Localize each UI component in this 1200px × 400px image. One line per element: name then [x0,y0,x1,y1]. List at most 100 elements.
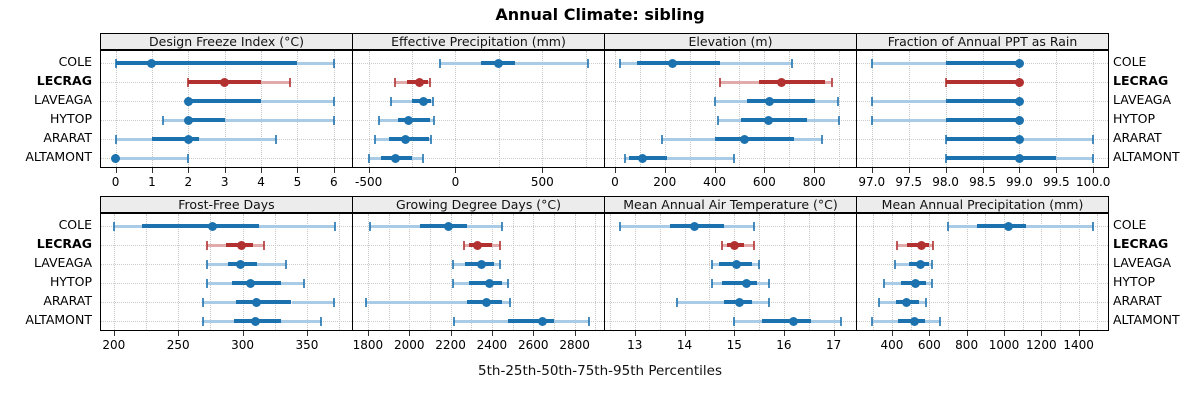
median-dot [183,134,193,144]
iqr-segment [976,224,1027,228]
median-dot [494,58,504,68]
whisker-cap-low [870,58,873,68]
gridline-vertical [274,214,276,330]
axis-tick [1093,168,1095,173]
median-dot [485,278,495,288]
median-dot [1004,221,1014,231]
median-dot [252,297,262,307]
median-dot [689,221,699,231]
whisker-cap-high [187,153,190,163]
axis-tick-label: 600 [752,175,776,189]
axis-tick-label: 500 [530,175,554,189]
whisker-cap-low [618,221,621,231]
whisker-cap-low [944,134,947,144]
site-label-left-hytop: HYTOP [49,111,92,126]
whisker-cap-high [507,278,510,288]
iqr-segment [188,99,262,103]
iqr-segment [188,118,225,122]
panel-strip-design-freeze-index-c: Design Freeze Index (°C) [100,33,353,50]
whisker-low-segment [115,137,152,141]
whisker-high-segment [515,61,589,65]
whisker-low-segment [365,300,468,304]
whisker-cap-low [676,297,679,307]
median-dot [477,259,487,269]
site-label-left-laveaga: LAVEAGA [33,255,92,270]
whisker-high-segment [502,281,509,285]
whisker-cap-low [451,259,454,269]
whisker-cap-low [463,240,466,250]
panel-title: Mean Annual Precipitation (mm) [881,197,1084,212]
panel-title: Effective Precipitation (mm) [391,34,566,49]
axis-tick-label: 1200 [1026,338,1057,352]
gridline-vertical [151,51,153,167]
median-dot [250,316,260,326]
whisker-cap-high [1092,134,1095,144]
gridline-vertical [634,214,636,330]
panel-body-mean-annual-precipitation-mm [856,213,1109,331]
gridline-vertical [929,214,931,330]
whisker-high-segment [412,156,424,160]
axis-tick [574,331,576,336]
axis-tick [188,168,190,173]
gridline-row [353,139,604,140]
gridline-vertical [368,51,370,167]
iqr-segment [945,80,1020,84]
iqr-segment [759,80,826,84]
axis-tick [634,331,636,336]
whisker-low-segment [871,61,946,65]
axis-tick [833,331,835,336]
gridline-vertical [689,51,691,167]
whisker-low-segment [369,224,420,228]
whisker-low-segment [947,224,977,228]
iqr-segment [945,137,1020,141]
median-dot [1014,153,1024,163]
median-dot [910,278,920,288]
axis-tick-label: 1800 [352,338,384,352]
gridline-vertical [982,51,984,167]
whisker-high-segment [794,137,822,141]
gridline-vertical [333,51,335,167]
axis-tick [871,168,873,173]
iqr-segment [508,319,554,323]
panel-title: Design Freeze Index (°C) [149,34,304,49]
iqr-segment [746,99,816,103]
whisker-cap-low [623,153,626,163]
gridline-row [857,321,1108,322]
site-label-right-laveaga: LAVEAGA [1113,255,1172,270]
median-dot [1014,115,1024,125]
whisker-high-segment [261,99,334,103]
panel-title: Fraction of Annual PPT as Rain [887,34,1078,49]
whisker-low-segment [894,262,909,266]
panel-title: Frost-Free Days [178,197,275,212]
whisker-cap-high [263,240,266,250]
axis-tick [684,331,686,336]
gridline-row [353,82,604,83]
site-label-right-ararat: ARARAT [1113,293,1162,308]
whisker-low-segment [162,118,189,122]
axis-tick-label: 600 [917,338,941,352]
axis-tick [1056,168,1058,173]
whisker-cap-high [753,240,756,250]
gridline-row [857,264,1108,265]
gridline-vertical [709,214,711,330]
whisker-cap-low [201,297,204,307]
site-label-right-altamont: ALTAMONT [1113,312,1180,327]
site-label-left-cole: COLE [58,217,92,232]
axis-tick-label: 1 [148,175,156,189]
panel-title: Growing Degree Days (°C) [395,197,562,212]
whisker-cap-low [205,240,208,250]
whisker-cap-high [840,316,843,326]
whisker-low-segment [871,118,946,122]
axis-tick-label: 2200 [435,338,466,352]
axis-tick [409,331,411,336]
axis-tick-label: 14 [676,338,693,352]
whisker-cap-high [289,77,292,87]
median-dot [415,77,425,87]
iqr-segment [945,118,1020,122]
axis-tick-label: 97.5 [895,175,923,189]
whisker-high-segment [919,300,927,304]
gridline-vertical [1078,214,1080,330]
whisker-high-segment [430,118,434,122]
axis-tick-label: 200 [653,175,677,189]
whisker-cap-high [790,58,793,68]
